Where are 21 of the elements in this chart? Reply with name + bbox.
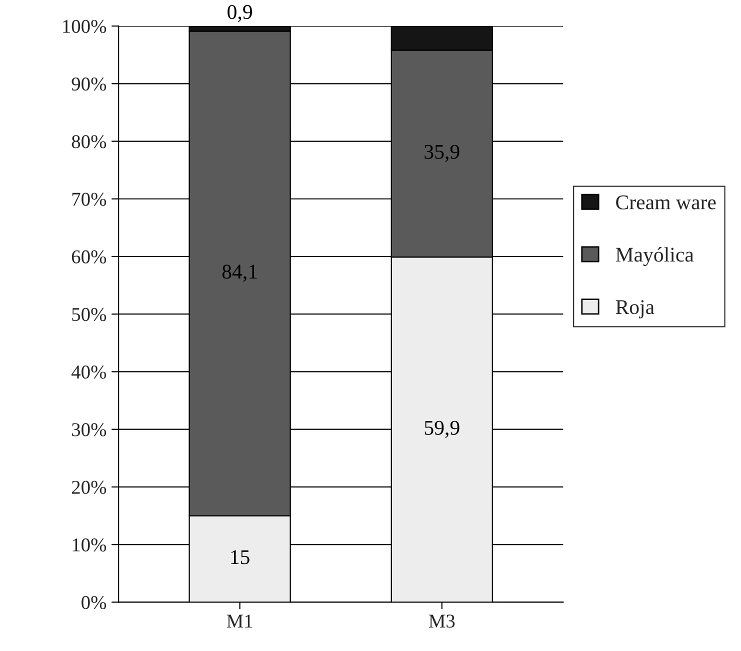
- data-label: 84,1: [222, 264, 257, 282]
- y-tick-label: 10%: [72, 538, 106, 552]
- y-tick-label: 80%: [72, 135, 106, 148]
- data-label: 15: [231, 550, 250, 564]
- legend-label: Roja: [616, 300, 654, 318]
- legend-label: Mayólica: [616, 247, 694, 266]
- data-label: 0,9: [228, 4, 252, 22]
- x-tick-label: M3: [428, 614, 455, 628]
- data-label: 35,9: [424, 144, 460, 162]
- y-tick-label: 60%: [72, 250, 106, 264]
- y-tick-label: 0%: [82, 596, 106, 610]
- y-tick-label: 70%: [72, 192, 106, 206]
- y-tick-label: 20%: [72, 480, 106, 494]
- x-tick-label: M1: [226, 614, 252, 628]
- y-tick-label: 40%: [71, 366, 106, 379]
- y-tick-label: 90%: [72, 77, 106, 91]
- y-tick-label: 30%: [72, 423, 106, 436]
- data-label: 59,9: [424, 420, 460, 438]
- y-tick-label: 50%: [72, 308, 106, 322]
- legend-label: Cream ware: [616, 195, 716, 210]
- y-tick-label: 100%: [63, 20, 106, 34]
